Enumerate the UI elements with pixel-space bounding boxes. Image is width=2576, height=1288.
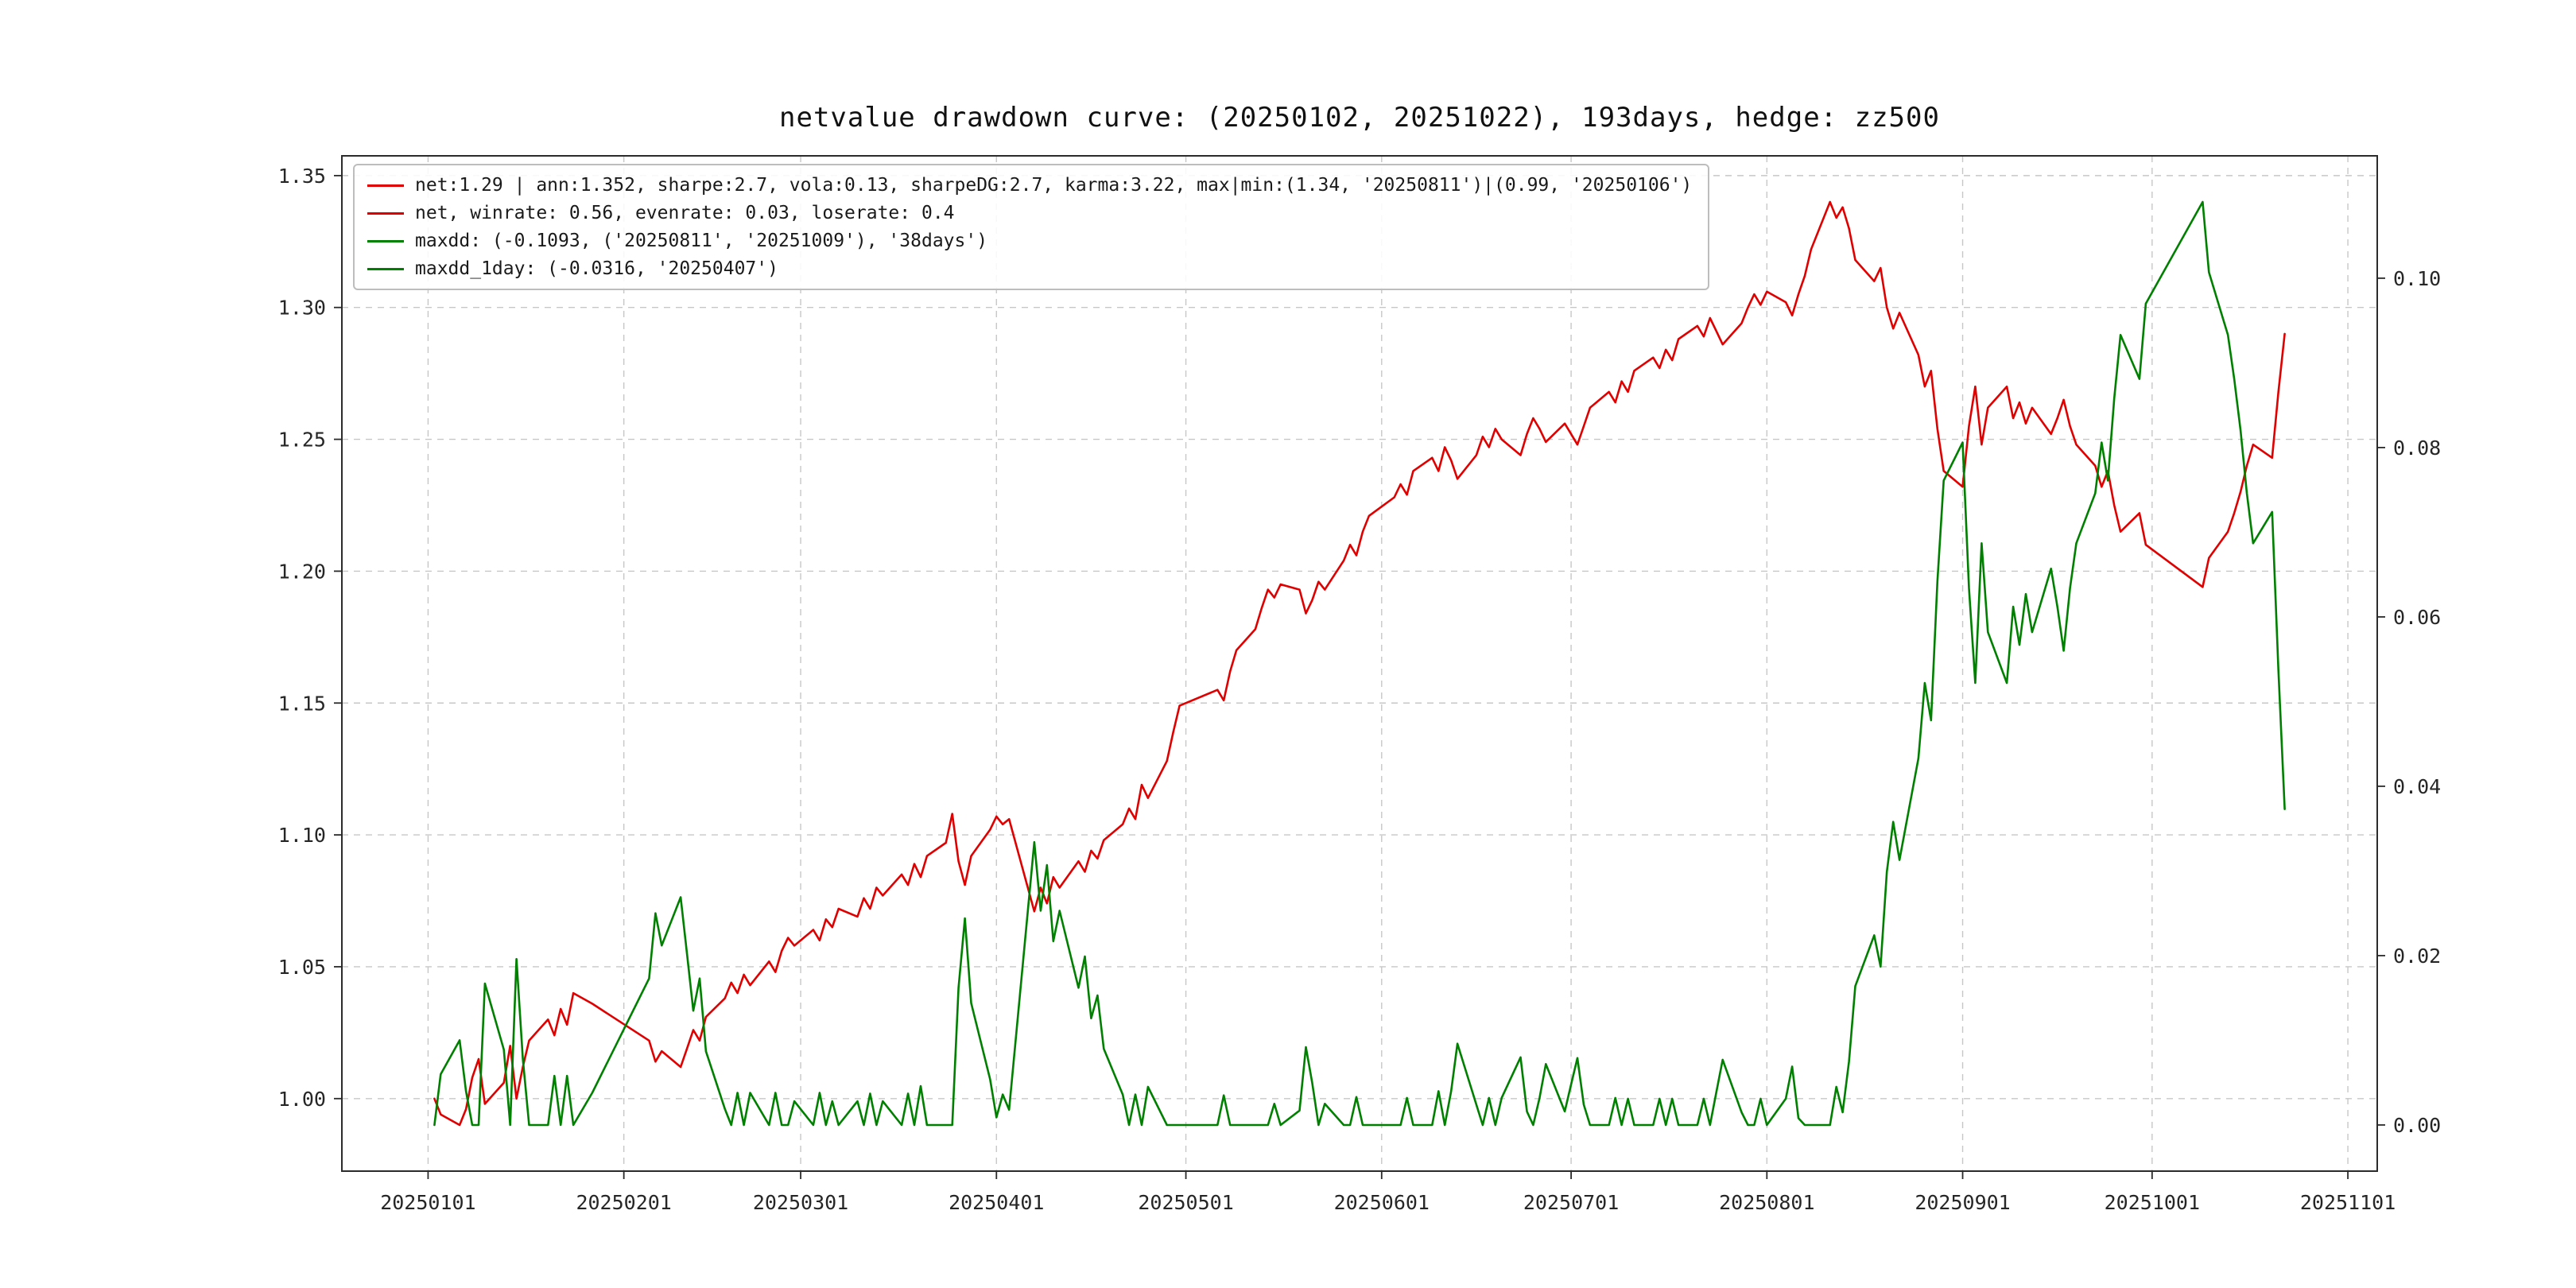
net-winrate-line-swatch: [367, 211, 404, 215]
chart-title: netvalue drawdown curve: (20250102, 2025…: [779, 102, 1940, 134]
legend-item-maxdd-1day: maxdd_1day: (-0.0316, '20250407'): [367, 258, 1692, 279]
right-y-tick-label: 0.00: [2393, 1114, 2441, 1137]
x-tick-label: 20251101: [2300, 1191, 2396, 1214]
maxdd-1day-line-swatch: [367, 267, 404, 270]
x-tick-label: 20250801: [1719, 1191, 1814, 1214]
x-tick-label: 20251001: [2105, 1191, 2200, 1214]
x-tick-label: 20250101: [380, 1191, 475, 1214]
right-y-tick-label: 0.04: [2393, 775, 2441, 798]
legend-item-net-winrate: net, winrate: 0.56, evenrate: 0.03, lose…: [367, 203, 1692, 223]
right-y-tick-label: 0.08: [2393, 436, 2441, 460]
legend-item-maxdd: maxdd: (-0.1093, ('20250811', '20251009'…: [367, 231, 1692, 251]
x-tick-label: 20250201: [576, 1191, 671, 1214]
left-y-tick-label: 1.20: [278, 560, 326, 583]
legend-label-maxdd: maxdd: (-0.1093, ('20250811', '20251009'…: [415, 231, 988, 251]
x-tick-label: 20250301: [753, 1191, 848, 1214]
right-y-tick-label: 0.10: [2393, 267, 2441, 290]
left-y-tick-label: 1.35: [278, 165, 326, 188]
left-y-tick-label: 1.10: [278, 824, 326, 847]
x-tick-label: 20250901: [1915, 1191, 2010, 1214]
legend-label-maxdd-1day: maxdd_1day: (-0.0316, '20250407'): [415, 258, 778, 279]
net-line-swatch: [367, 184, 404, 187]
axes-border: [341, 155, 2378, 1172]
right-y-tick-label: 0.06: [2393, 606, 2441, 629]
legend-label-net-winrate: net, winrate: 0.56, evenrate: 0.03, lose…: [415, 203, 955, 223]
net-line: [433, 200, 2286, 1127]
left-y-tick-label: 1.15: [278, 692, 326, 715]
left-y-tick-label: 1.25: [278, 429, 326, 452]
legend-label-net-stats: net:1.29 | ann:1.352, sharpe:2.7, vola:0…: [415, 175, 1693, 196]
drawdown-line: [433, 200, 2286, 1127]
maxdd-line-swatch: [367, 239, 404, 242]
x-tick-label: 20250401: [949, 1191, 1044, 1214]
x-tick-label: 20250501: [1138, 1191, 1233, 1214]
left-y-tick-label: 1.00: [278, 1088, 326, 1111]
x-tick-label: 20250601: [1334, 1191, 1430, 1214]
right-y-tick-label: 0.02: [2393, 945, 2441, 968]
x-tick-label: 20250701: [1523, 1191, 1619, 1214]
left-y-tick-label: 1.05: [278, 956, 326, 979]
legend: net:1.29 | ann:1.352, sharpe:2.7, vola:0…: [353, 164, 1710, 290]
legend-item-net-stats: net:1.29 | ann:1.352, sharpe:2.7, vola:0…: [367, 175, 1692, 196]
left-y-tick-label: 1.30: [278, 297, 326, 320]
